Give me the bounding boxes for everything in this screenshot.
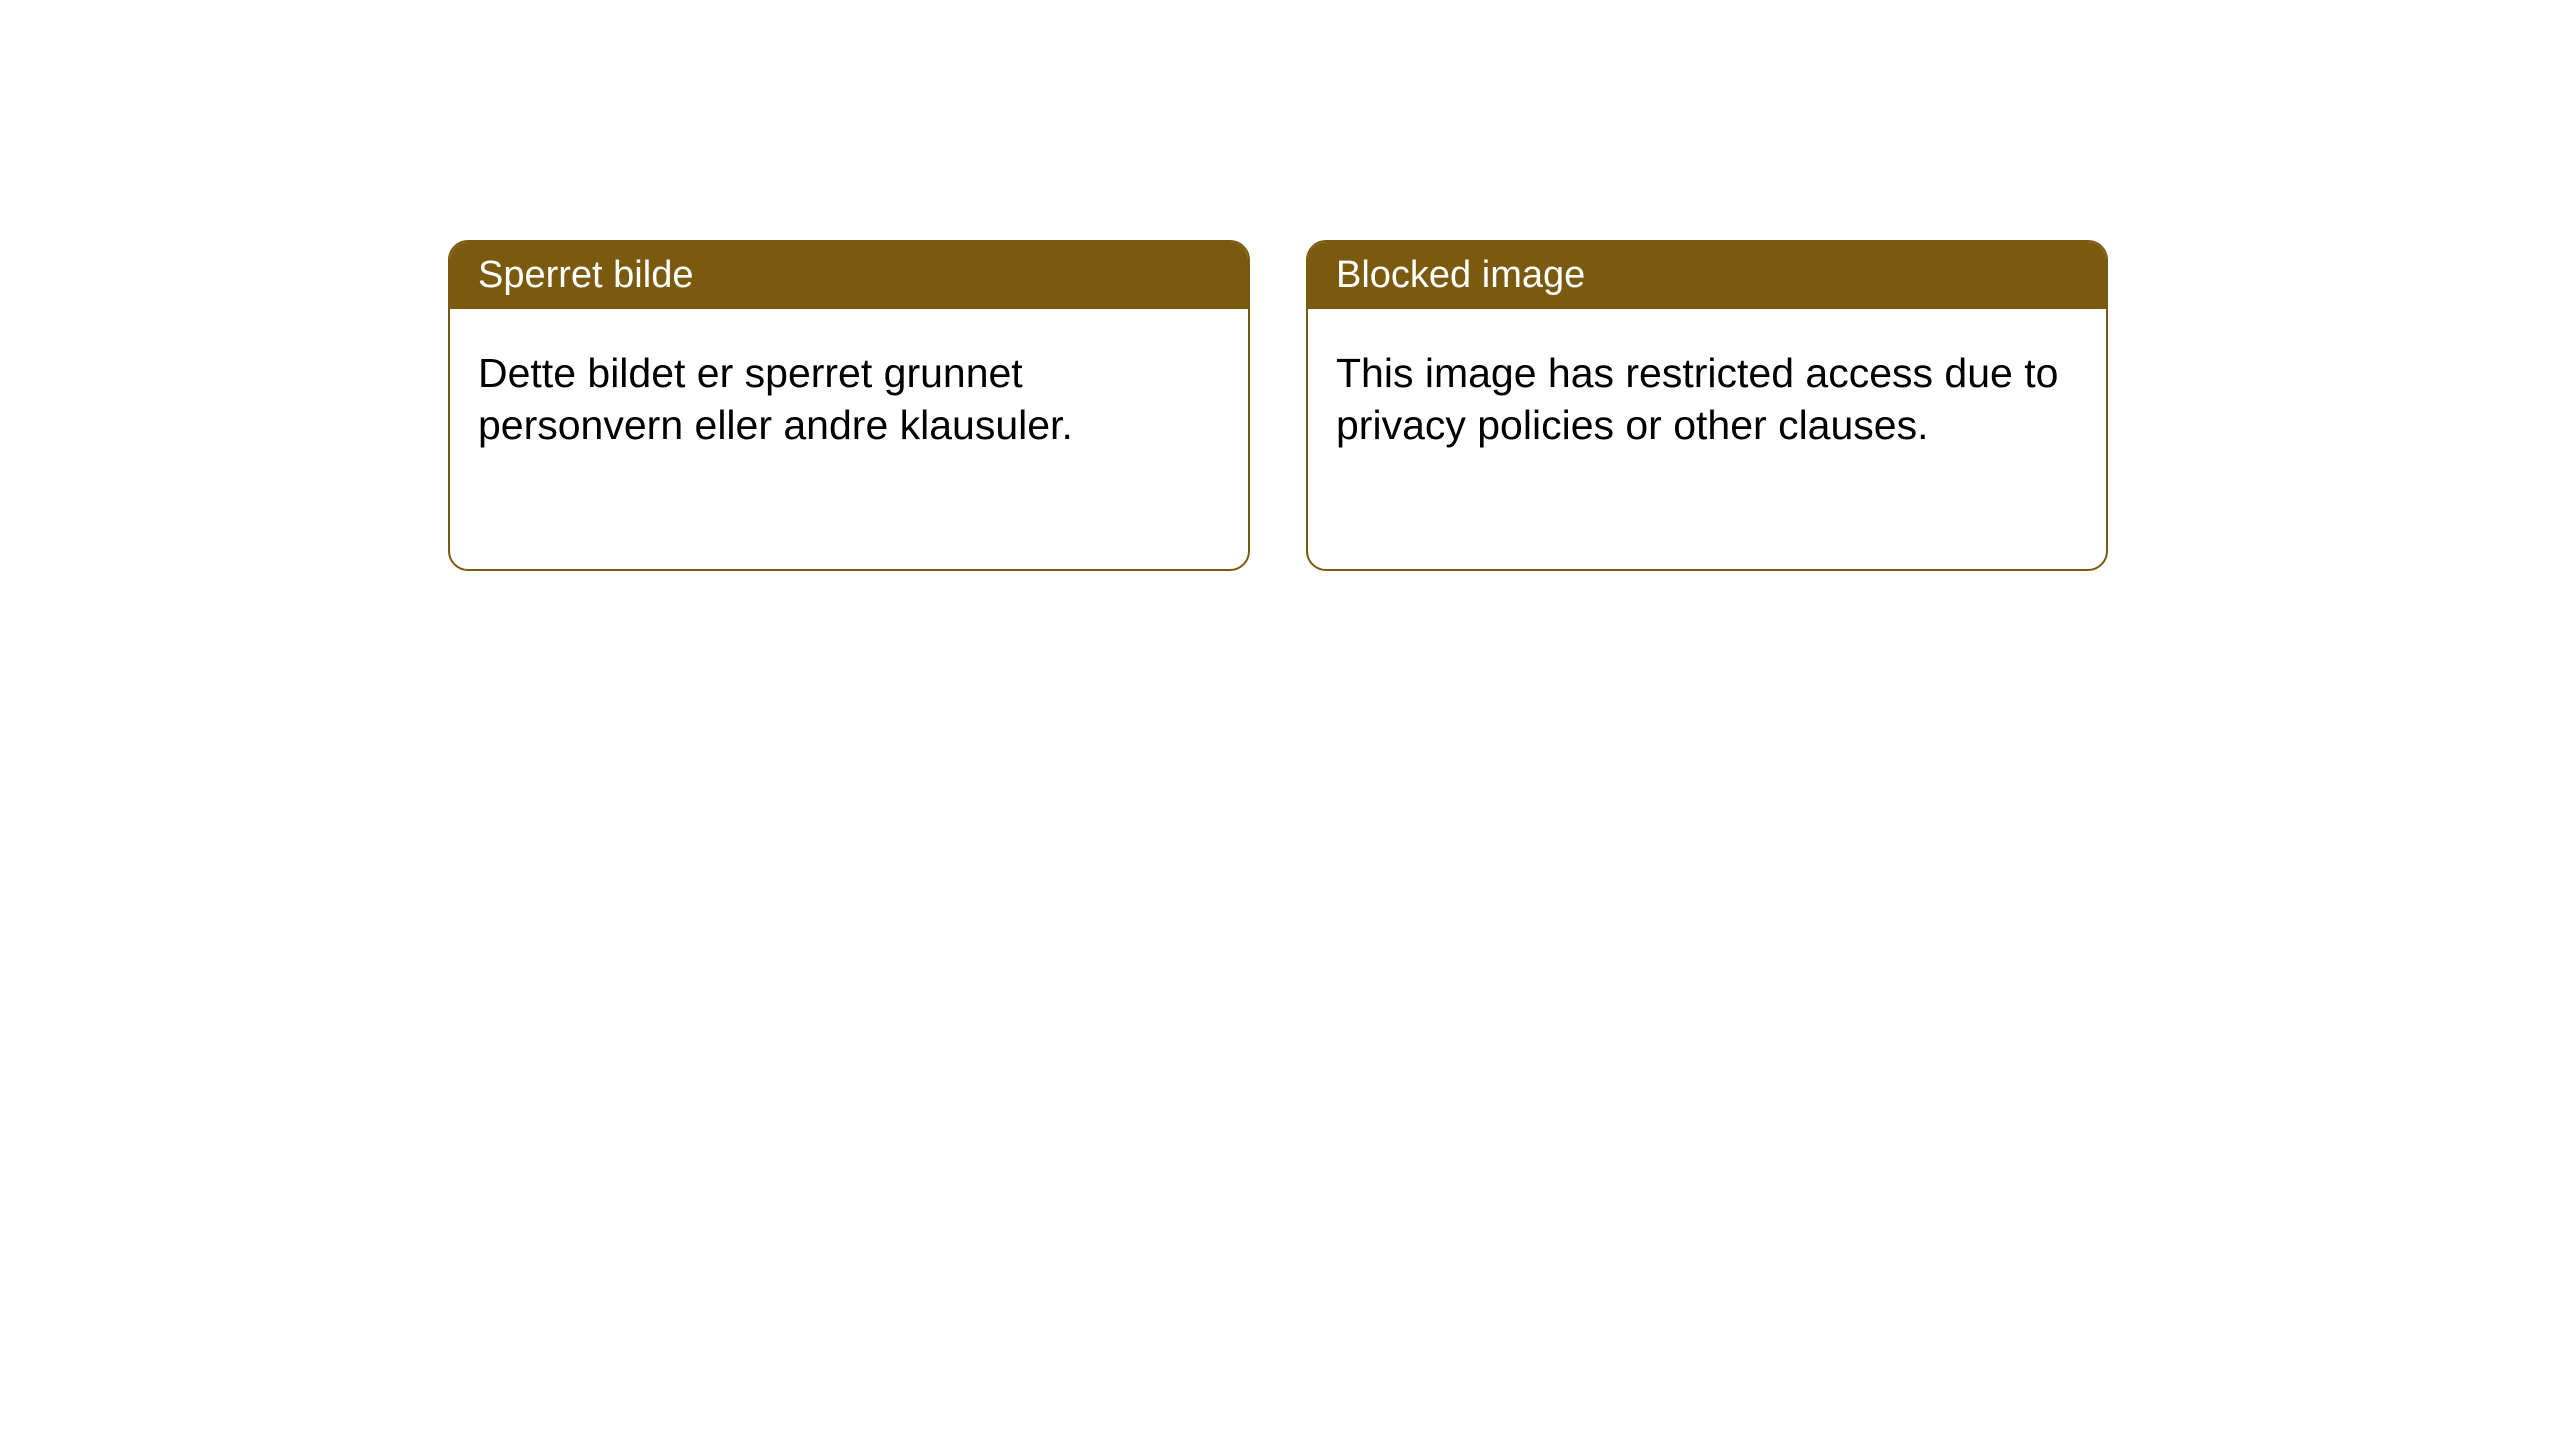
card-title: Sperret bilde — [478, 254, 693, 296]
card-header: Blocked image — [1308, 242, 2106, 309]
card-body-text: Dette bildet er sperret grunnet personve… — [478, 350, 1073, 448]
card-body: Dette bildet er sperret grunnet personve… — [450, 309, 1248, 569]
notice-card-norwegian: Sperret bilde Dette bildet er sperret gr… — [448, 240, 1250, 571]
card-body-text: This image has restricted access due to … — [1336, 350, 2058, 448]
card-body: This image has restricted access due to … — [1308, 309, 2106, 569]
card-title: Blocked image — [1336, 254, 1585, 296]
card-header: Sperret bilde — [450, 242, 1248, 309]
notice-card-english: Blocked image This image has restricted … — [1306, 240, 2108, 571]
notice-cards-container: Sperret bilde Dette bildet er sperret gr… — [448, 240, 2108, 571]
